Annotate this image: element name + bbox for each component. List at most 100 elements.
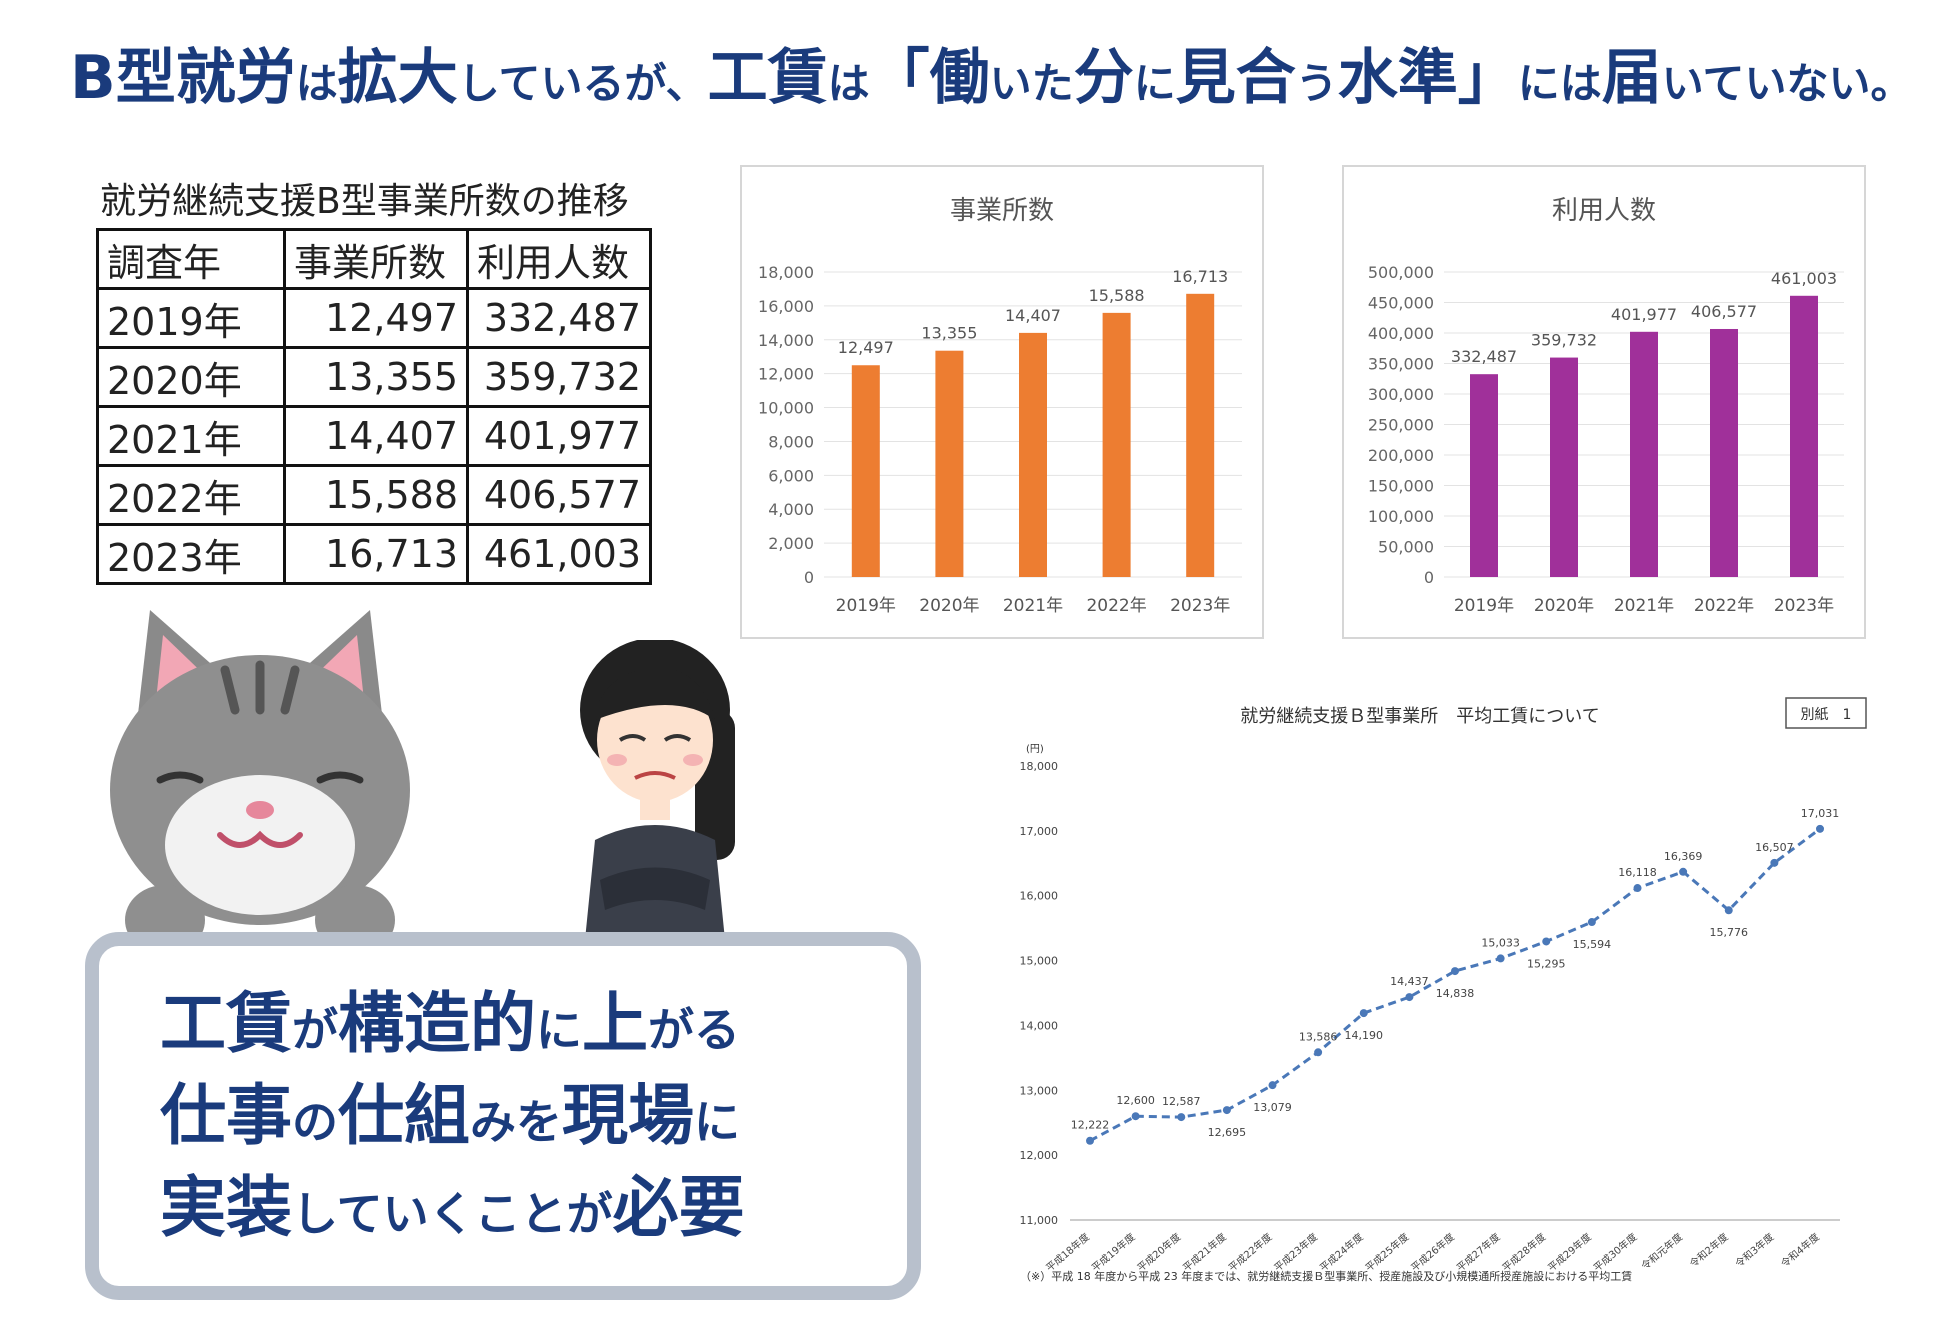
x-tick-label: 平成19年度 xyxy=(1089,1230,1138,1274)
headline-run: 分 xyxy=(1073,43,1134,113)
message-run: 上 xyxy=(582,985,648,1062)
headline-run: B型就労 xyxy=(70,43,296,113)
cell-offices: 14,407 xyxy=(283,405,469,467)
bar xyxy=(1470,374,1498,577)
headline-run: 水準」 xyxy=(1337,43,1518,113)
data-point xyxy=(1131,1112,1140,1121)
data-label: 15,588 xyxy=(1089,286,1145,305)
y-tick-label: 100,000 xyxy=(1368,507,1434,526)
headline-run: いた xyxy=(989,59,1074,108)
data-label: 12,587 xyxy=(1162,1095,1201,1108)
data-label: 406,577 xyxy=(1691,302,1757,321)
unit-label: (円) xyxy=(1026,744,1044,755)
message-box xyxy=(85,932,921,1300)
chart-title: 事業所数 xyxy=(950,196,1054,226)
data-label: 12,497 xyxy=(838,338,894,357)
data-point xyxy=(1177,1113,1186,1122)
headline-run: には xyxy=(1517,59,1602,108)
x-tick-label: 2020年 xyxy=(919,596,979,616)
data-point xyxy=(1086,1136,1094,1145)
y-tick-label: 4,000 xyxy=(768,500,814,519)
x-tick-label: 平成29年度 xyxy=(1545,1230,1594,1274)
message-run: 仕組 xyxy=(338,1077,470,1154)
y-tick-label: 300,000 xyxy=(1368,385,1434,404)
cell-users: 461,003 xyxy=(466,523,652,585)
data-point xyxy=(1496,954,1505,963)
data-point xyxy=(1314,1048,1323,1057)
cell-users: 401,977 xyxy=(466,405,652,467)
data-label: 16,713 xyxy=(1172,267,1228,286)
data-label: 13,355 xyxy=(921,324,977,343)
y-tick-label: 500,000 xyxy=(1368,263,1434,282)
x-tick-label: 2019年 xyxy=(1454,596,1514,616)
data-label: 13,586 xyxy=(1299,1030,1338,1043)
table-row: 2023年 16,713 461,003 xyxy=(96,523,652,585)
data-point xyxy=(1542,937,1551,946)
message-run: 現場 xyxy=(562,1077,694,1154)
x-tick-label: 2023年 xyxy=(1170,596,1230,616)
y-tick-label: 18,000 xyxy=(1020,760,1059,773)
cat-illustration xyxy=(110,610,410,955)
y-tick-label: 14,000 xyxy=(758,331,814,350)
y-tick-label: 12,000 xyxy=(758,365,814,384)
badge-label: 別紙 1 xyxy=(1801,707,1852,723)
y-tick-label: 400,000 xyxy=(1368,324,1434,343)
x-tick-label: 令和3年度 xyxy=(1732,1230,1776,1270)
bar xyxy=(1630,331,1658,577)
data-point xyxy=(1405,993,1414,1002)
message-line: 実装していくことが必要 xyxy=(160,1162,890,1254)
y-tick-label: 10,000 xyxy=(758,399,814,418)
x-tick-label: 2021年 xyxy=(1003,596,1063,616)
message-run: 実装 xyxy=(160,1169,292,1246)
data-label: 14,407 xyxy=(1005,306,1061,325)
y-tick-label: 250,000 xyxy=(1368,416,1434,435)
data-label: 359,732 xyxy=(1531,331,1597,350)
message-run: 仕事 xyxy=(160,1077,292,1154)
bar xyxy=(1102,312,1131,577)
headline-run: は xyxy=(827,59,870,108)
x-tick-label: 2022年 xyxy=(1086,596,1146,616)
x-tick-label: 平成25年度 xyxy=(1363,1230,1412,1274)
cell-users: 406,577 xyxy=(466,464,652,526)
headline-run: 「働 xyxy=(869,43,990,113)
data-label: 401,977 xyxy=(1611,305,1677,324)
table-row: 2020年 13,355 359,732 xyxy=(96,346,652,408)
x-tick-label: 平成30年度 xyxy=(1591,1230,1640,1274)
headline-run: 届 xyxy=(1601,43,1662,113)
users-chart-panel: 利用人数 0 50,000 100,000 150,000 200,000 250,000 3… xyxy=(1342,165,1866,639)
x-tick-label: 令和2年度 xyxy=(1687,1230,1731,1270)
x-tick-label: 平成23年度 xyxy=(1271,1230,1320,1274)
data-label: 15,776 xyxy=(1710,926,1749,939)
y-tick-label: 12,000 xyxy=(1020,1149,1059,1162)
cell-users: 359,732 xyxy=(466,346,652,408)
data-point xyxy=(1268,1081,1277,1090)
y-tick-label: 8,000 xyxy=(768,432,814,451)
data-point xyxy=(1770,858,1779,867)
bar xyxy=(1710,328,1738,577)
message-run: していくことが xyxy=(292,1187,613,1241)
cell-offices: 16,713 xyxy=(283,523,469,585)
users-bar-chart: 利用人数 0 50,000 100,000 150,000 200,000 250,000 3… xyxy=(1368,196,1844,616)
y-tick-label: 150,000 xyxy=(1368,477,1434,496)
table-header-row: 調査年 事業所数 利用人数 xyxy=(96,228,652,290)
header-offices: 事業所数 xyxy=(283,228,469,290)
data-label: 17,031 xyxy=(1801,807,1840,820)
cell-year: 2021年 xyxy=(96,405,286,467)
y-tick-label: 15,000 xyxy=(1020,955,1059,968)
x-tick-label: 2022年 xyxy=(1694,596,1754,616)
x-tick-label: 2023年 xyxy=(1774,596,1834,616)
bar xyxy=(935,350,964,577)
message-run: がる xyxy=(648,1003,740,1057)
bar xyxy=(1550,357,1578,577)
chart-title: 利用人数 xyxy=(1552,196,1656,226)
cell-year: 2022年 xyxy=(96,464,286,526)
x-tick-label: 2019年 xyxy=(836,596,896,616)
footnote: （※）平成 18 年度から平成 23 年度までは、就労継続支援Ｂ型事業所、授産施… xyxy=(1020,1269,1632,1283)
chart-title: 就労継続支援Ｂ型事業所 平均工賃について xyxy=(1240,706,1599,727)
headline-run: 工賃 xyxy=(707,43,828,113)
headline-run: しているが、 xyxy=(457,59,708,108)
y-tick-label: 16,000 xyxy=(1020,890,1059,903)
y-tick-label: 450,000 xyxy=(1368,294,1434,313)
headline-run: いていない。 xyxy=(1661,59,1913,108)
bar xyxy=(1019,332,1047,577)
